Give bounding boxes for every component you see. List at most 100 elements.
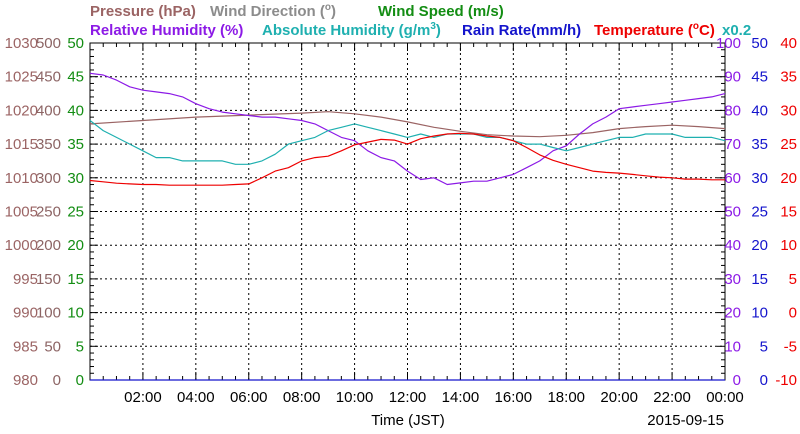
y-tick-label-pressure: 995 <box>13 271 38 288</box>
y-tick-label-rh: 50 <box>724 204 741 221</box>
chart-date: 2015-09-15 <box>647 412 724 429</box>
y-tick-label-temp: 20 <box>780 170 797 187</box>
y-tick-label-pressure: 1010 <box>5 170 38 187</box>
y-axis-labels: 9809859909951000100510101015102010251030… <box>5 35 797 389</box>
y-tick-label-rain: 35 <box>751 136 768 153</box>
y-tick-label-rain: 0 <box>760 372 768 389</box>
y-tick-label-windspeed: 10 <box>67 305 84 322</box>
x-tick-label: 00:00 <box>706 389 744 406</box>
y-tick-label-windspeed: 50 <box>67 35 84 52</box>
y-tick-label-rain: 45 <box>751 69 768 86</box>
x-axis-labels: 02:00 04:00 06:00 08:00 10:00 12:00 14:00 16:00… <box>124 389 744 406</box>
y-tick-label-winddir: 350 <box>36 136 61 153</box>
y-tick-label-winddir: 150 <box>36 271 61 288</box>
y-tick-label-rain: 50 <box>751 35 768 52</box>
y-tick-label-rh: 10 <box>724 338 741 355</box>
y-tick-label-winddir: 200 <box>36 237 61 254</box>
y-tick-label-rh: 90 <box>724 69 741 86</box>
series-pressure <box>89 111 726 138</box>
y-tick-label-rh: 40 <box>724 237 741 254</box>
y-tick-label-windspeed: 40 <box>67 102 84 119</box>
y-tick-label-windspeed: 45 <box>67 69 84 86</box>
y-tick-label-temp: 25 <box>780 136 797 153</box>
legend-windspeed: Wind Speed (m/s) <box>378 3 504 20</box>
x-tick-label: 20:00 <box>600 389 638 406</box>
y-tick-label-rain: 15 <box>751 271 768 288</box>
x-tick-label: 02:00 <box>124 389 162 406</box>
y-tick-label-winddir: 300 <box>36 170 61 187</box>
legend-winddir: Wind Direction (o) <box>210 2 336 20</box>
legend-rh: Relative Humidity (%) <box>90 22 243 39</box>
y-tick-label-winddir: 500 <box>36 35 61 52</box>
y-tick-label-rh: 100 <box>716 35 741 52</box>
y-tick-label-winddir: 250 <box>36 204 61 221</box>
y-tick-label-temp: 0 <box>789 305 797 322</box>
scale-note: x0.2 <box>722 22 751 39</box>
y-tick-label-windspeed: 0 <box>76 372 84 389</box>
y-tick-label-temp: 30 <box>780 102 797 119</box>
y-tick-label-winddir: 0 <box>53 372 61 389</box>
y-tick-label-pressure: 1030 <box>5 35 38 52</box>
y-tick-label-temp: 35 <box>780 69 797 86</box>
y-tick-label-temp: -10 <box>775 372 797 389</box>
y-tick-label-rain: 20 <box>751 237 768 254</box>
y-tick-label-winddir: 50 <box>44 338 61 355</box>
y-tick-label-temp: 10 <box>780 237 797 254</box>
y-tick-label-windspeed: 30 <box>67 170 84 187</box>
y-tick-label-pressure: 1015 <box>5 136 38 153</box>
y-tick-label-rain: 10 <box>751 305 768 322</box>
y-tick-label-windspeed: 20 <box>67 237 84 254</box>
x-axis-title: Time (JST) <box>371 412 445 429</box>
y-tick-label-winddir: 450 <box>36 69 61 86</box>
y-tick-label-rain: 30 <box>751 170 768 187</box>
y-tick-label-pressure: 1005 <box>5 204 38 221</box>
y-tick-label-pressure: 1025 <box>5 69 38 86</box>
y-tick-label-rain: 25 <box>751 204 768 221</box>
legend-pressure: Pressure (hPa) <box>90 3 196 20</box>
y-tick-label-windspeed: 35 <box>67 136 84 153</box>
x-tick-label: 16:00 <box>495 389 533 406</box>
y-tick-label-pressure: 1020 <box>5 102 38 119</box>
x-tick-label: 12:00 <box>389 389 427 406</box>
y-tick-label-windspeed: 15 <box>67 271 84 288</box>
series-temp <box>89 132 725 186</box>
y-tick-label-pressure: 1000 <box>5 237 38 254</box>
y-tick-label-temp: 5 <box>789 271 797 288</box>
chart-legend: Pressure (hPa) Wind Direction (o) Wind Spe… <box>90 2 715 39</box>
legend-temp: Temperature (oC) <box>594 21 715 39</box>
x-tick-label: 06:00 <box>230 389 268 406</box>
legend-rain: Rain Rate(mm/h) <box>462 22 581 39</box>
y-tick-label-temp: 40 <box>780 35 797 52</box>
y-tick-label-windspeed: 25 <box>67 204 84 221</box>
x-tick-label: 10:00 <box>336 389 374 406</box>
axis-ticks <box>89 42 726 381</box>
y-tick-label-winddir: 400 <box>36 102 61 119</box>
y-tick-label-rain: 5 <box>760 338 768 355</box>
grid-lines <box>90 43 725 380</box>
y-tick-label-pressure: 980 <box>13 372 38 389</box>
x-tick-label: 18:00 <box>547 389 585 406</box>
y-tick-label-rh: 80 <box>724 102 741 119</box>
y-tick-label-rh: 30 <box>724 271 741 288</box>
y-tick-label-rh: 60 <box>724 170 741 187</box>
y-tick-label-pressure: 990 <box>13 305 38 322</box>
x-tick-label: 14:00 <box>442 389 480 406</box>
series-ah <box>89 120 726 165</box>
x-tick-label: 22:00 <box>653 389 691 406</box>
y-tick-label-windspeed: 5 <box>76 338 84 355</box>
series-rh <box>89 72 726 186</box>
x-tick-label: 04:00 <box>177 389 215 406</box>
y-tick-label-temp: 15 <box>780 204 797 221</box>
y-tick-label-rh: 70 <box>724 136 741 153</box>
y-tick-label-rh: 0 <box>733 372 741 389</box>
y-tick-label-winddir: 100 <box>36 305 61 322</box>
series-lines <box>89 72 726 381</box>
y-tick-label-temp: -5 <box>784 338 797 355</box>
y-tick-label-rain: 40 <box>751 102 768 119</box>
legend-ah: Absolute Humidity (g/m3) <box>262 21 441 39</box>
y-tick-label-pressure: 985 <box>13 338 38 355</box>
y-tick-label-rh: 20 <box>724 305 741 322</box>
x-tick-label: 08:00 <box>283 389 321 406</box>
